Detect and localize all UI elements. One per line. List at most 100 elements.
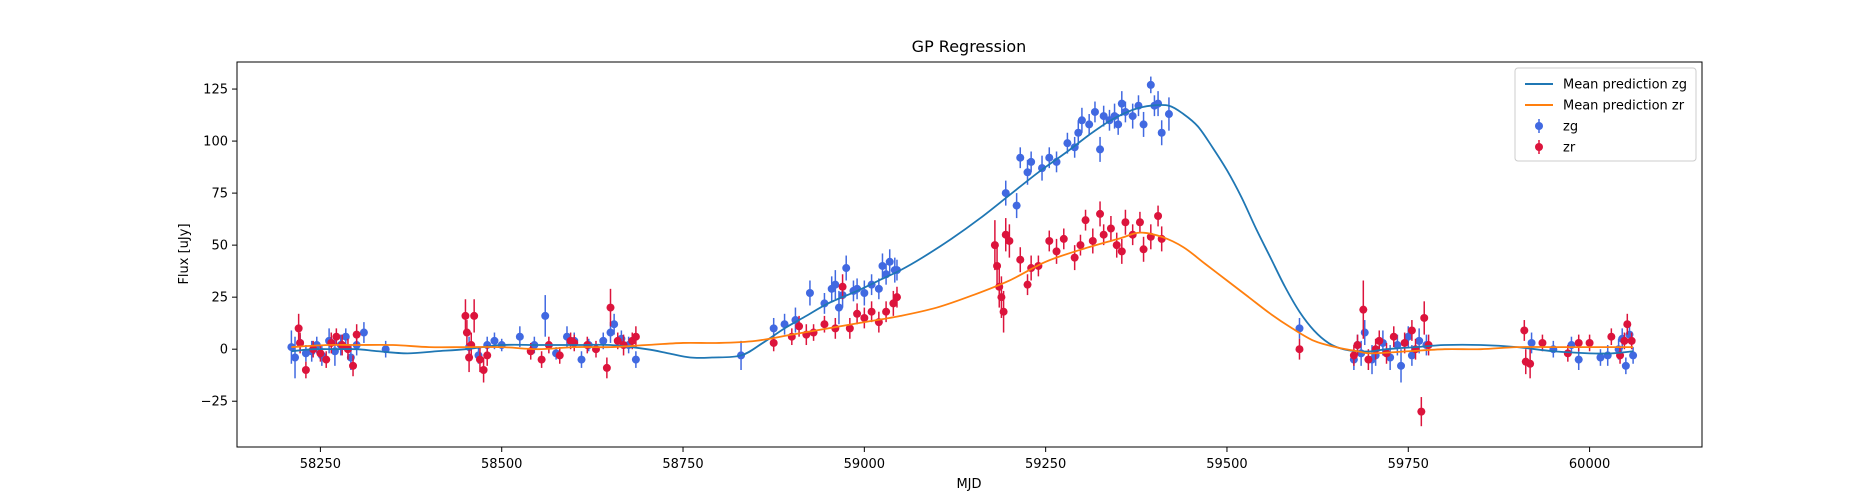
data-point-zr [332, 332, 341, 341]
data-point-zr [1106, 224, 1115, 233]
data-point-zg [874, 284, 883, 293]
data-point-zg [1139, 120, 1148, 129]
data-point-zr [1359, 305, 1368, 314]
data-point-zr [1099, 230, 1108, 239]
data-point-zg [1596, 353, 1605, 362]
data-point-zr [537, 355, 546, 364]
x-tick-label: 59500 [1206, 457, 1247, 472]
data-point-zr [1059, 234, 1068, 243]
data-point-zr [1081, 216, 1090, 225]
data-point-zg [1154, 99, 1163, 108]
data-point-zg [341, 332, 350, 341]
data-point-zr [1121, 218, 1130, 227]
data-point-zg [878, 261, 887, 270]
data-point-zg [1074, 128, 1083, 137]
data-point-zg [1128, 112, 1137, 121]
chart-title: GP Regression [912, 37, 1027, 56]
x-tick-label: 59250 [1025, 457, 1066, 472]
data-point-zg [515, 332, 524, 341]
data-point-zr [1005, 236, 1014, 245]
data-point-zr [795, 322, 804, 331]
data-point-zr [1096, 209, 1105, 218]
data-point-zg [860, 289, 869, 297]
data-point-zr [1574, 338, 1583, 347]
data-point-zg [1012, 201, 1021, 210]
data-point-zr [1052, 247, 1061, 256]
data-point-zg [631, 355, 640, 364]
data-point-zg [610, 320, 619, 329]
x-tick-label: 58750 [662, 457, 703, 472]
data-point-zr [462, 328, 471, 337]
y-tick-label: 125 [203, 83, 228, 98]
data-point-zr [1417, 407, 1426, 416]
data-point-zr [1375, 336, 1384, 345]
data-point-zg [791, 316, 800, 325]
data-point-zg [1295, 324, 1304, 333]
data-point-zr [1135, 218, 1144, 227]
data-point-zr [892, 293, 901, 302]
data-point-zr [1627, 336, 1636, 345]
data-point-zg [805, 289, 814, 297]
data-point-zr [1154, 212, 1163, 220]
data-point-zg [1157, 128, 1166, 137]
plot-frame [236, 61, 1703, 448]
data-point-zr [1349, 351, 1358, 360]
y-tick-label: 25 [211, 291, 228, 306]
data-point-zr [1389, 332, 1398, 341]
data-point-zr [1076, 241, 1085, 250]
data-point-zr [483, 351, 492, 360]
data-point-zg [842, 264, 851, 273]
data-point-zr [631, 332, 640, 341]
data-point-zr [882, 307, 891, 316]
data-point-zr [1139, 245, 1148, 254]
data-point-zr [470, 311, 479, 320]
data-point-zr [349, 361, 358, 370]
data-point-zr [1088, 236, 1097, 245]
data-point-zr [1607, 332, 1616, 341]
data-point-zr [1023, 280, 1032, 289]
data-point-zr [1112, 241, 1121, 250]
y-axis-label: Flux [uJy] [177, 223, 192, 284]
data-point-zg [1117, 99, 1126, 108]
data-point-zg [599, 336, 608, 345]
x-tick-label: 59000 [844, 457, 885, 472]
data-point-zr [294, 324, 303, 333]
line-mean-prediction-zr [291, 231, 1634, 355]
legend: Mean prediction zg Mean prediction zr zg zr [1514, 67, 1697, 162]
data-point-zg [1096, 145, 1105, 154]
data-point-zr [606, 303, 615, 312]
x-axis: 58250 58500 58750 59000 59250 59500 59750 60000 [300, 447, 1610, 472]
y-tick-label: 100 [203, 135, 228, 150]
data-point-zg [1407, 351, 1416, 360]
data-point-zr [769, 338, 778, 347]
data-point-zr [1070, 253, 1079, 262]
data-point-zg [831, 280, 840, 289]
data-point-zg [1001, 189, 1010, 198]
data-point-zr [889, 299, 898, 308]
data-point-zr [479, 366, 488, 374]
data-point-zr [1001, 230, 1010, 239]
data-point-zg [1527, 338, 1536, 347]
x-tick-label: 58250 [300, 457, 341, 472]
data-point-zr [853, 309, 862, 318]
y-axis: −25 0 25 50 75 100 125 [201, 83, 237, 410]
data-point-zg [1415, 336, 1424, 345]
data-point-zg [1063, 139, 1072, 148]
legend-entry-label: Mean prediction zr [1563, 99, 1685, 114]
data-point-zg [1099, 112, 1108, 121]
data-point-zg [1016, 153, 1025, 162]
data-point-zg [1404, 332, 1413, 341]
data-point-zr [999, 307, 1008, 316]
data-point-zg [1090, 107, 1099, 116]
data-point-zg [541, 311, 550, 320]
legend-marker-swatch [1535, 143, 1543, 151]
data-point-zr [555, 351, 564, 360]
data-point-zr [1364, 355, 1373, 364]
x-tick-label: 60000 [1569, 457, 1610, 472]
data-point-zr [1016, 255, 1025, 264]
data-point-zr [1538, 338, 1547, 347]
legend-marker-swatch [1535, 122, 1543, 130]
data-point-zr [352, 330, 361, 339]
line-mean-prediction-zg [291, 104, 1634, 359]
data-point-zg [1027, 157, 1036, 166]
